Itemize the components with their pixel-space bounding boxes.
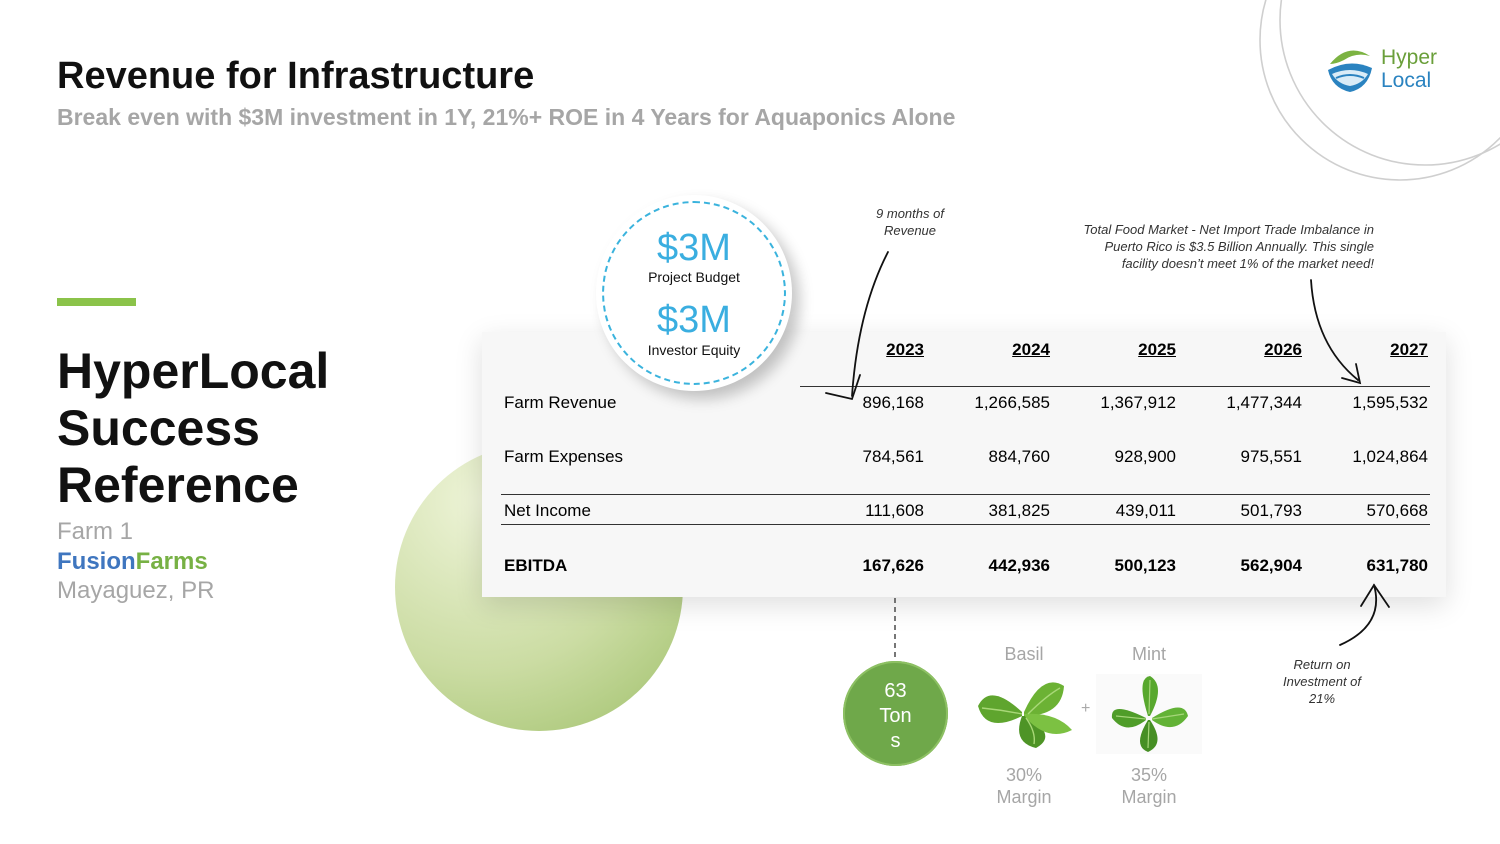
herb-name-basil: Basil (1004, 644, 1044, 664)
table-cell: 381,825 (988, 501, 1050, 520)
table-cell: 784,561 (862, 447, 924, 466)
annotation-line: Puerto Rico is $3.5 Billion Annually. Th… (1104, 239, 1374, 254)
budget-dashed-ring (602, 201, 786, 385)
project-budget-amount: $3M (657, 227, 731, 269)
annotation-line: Investment of (1282, 674, 1362, 689)
table-cell: 570,668 (1366, 501, 1428, 520)
basil-leaf-icon (978, 682, 1072, 748)
farm-label: Farm 1 (57, 518, 134, 545)
accent-bar (57, 298, 136, 306)
page-subtitle: Break even with $3M investment in 1Y, 21… (57, 104, 956, 130)
table-cell: 167,626 (862, 556, 924, 575)
investor-equity-caption: Investor Equity (647, 342, 741, 358)
section-title-line: Success (57, 400, 260, 456)
table-cell: 1,024,864 (1352, 447, 1428, 466)
production-tons-badge: 63 Ton s (843, 661, 948, 766)
annotation-line: 9 months of (876, 206, 944, 221)
mint-leaf-icon (1096, 674, 1202, 754)
annotation-months: 9 months of Revenue (850, 205, 970, 239)
table-cell: 928,900 (1114, 447, 1176, 466)
section-title: HyperLocal Success Reference (57, 343, 329, 514)
investor-equity-amount: $3M (657, 299, 731, 341)
hyperlocal-logo: Hyper Local (1326, 44, 1456, 96)
table-cell: 562,904 (1240, 556, 1302, 575)
margin-word: Margin (996, 787, 1052, 807)
tons-line: Ton (879, 705, 912, 727)
table-divider (501, 494, 1430, 495)
table-cell: 442,936 (988, 556, 1050, 575)
year-header: 2023 (886, 340, 924, 359)
herb-name-mint: Mint (1131, 644, 1166, 664)
year-header: 2025 (1138, 340, 1176, 359)
row-label: Farm Expenses (504, 447, 624, 466)
logo-mark-icon (1328, 50, 1372, 92)
margin-pct: 30% (1005, 765, 1043, 785)
table-divider (501, 524, 1430, 525)
table-divider (800, 386, 1430, 387)
logo-text-local: Local (1381, 69, 1432, 92)
section-title-line: Reference (57, 457, 299, 513)
table-cell: 884,760 (988, 447, 1050, 466)
table-cell: 111,608 (865, 501, 924, 520)
year-header: 2027 (1390, 340, 1428, 359)
table-cell: 631,780 (1366, 556, 1428, 575)
table-cell: 1,266,585 (974, 393, 1050, 412)
table-cell: 501,793 (1240, 501, 1302, 520)
farm-location: Mayaguez, PR (57, 577, 215, 604)
annotation-line: Return on (1293, 657, 1351, 672)
page-title: Revenue for Infrastructure (57, 55, 535, 97)
row-label: Net Income (504, 501, 591, 520)
table-cell: 1,595,532 (1352, 393, 1428, 412)
herb-margin-basil: 30% Margin (974, 764, 1074, 808)
annotation-line: Revenue (883, 223, 937, 238)
annotation-roi: Return on Investment of 21% (1262, 656, 1382, 707)
year-header: 2026 (1264, 340, 1302, 359)
table-cell: 439,011 (1115, 501, 1176, 520)
year-header: 2024 (1012, 340, 1050, 359)
annotation-market: Total Food Market - Net Import Trade Imb… (1010, 221, 1374, 272)
table-cell: 975,551 (1240, 447, 1302, 466)
table-cell: 500,123 (1114, 556, 1176, 575)
farm-name-fusion: Fusion (57, 548, 136, 575)
decorative-rings (1259, 0, 1500, 181)
tons-line: 63 (884, 680, 907, 702)
margin-word: Margin (1121, 787, 1177, 807)
annotation-line: facility doesn’t meet 1% of the market n… (1121, 256, 1374, 271)
margin-pct: 35% (1130, 765, 1168, 785)
project-budget-caption: Project Budget (648, 269, 740, 285)
farm-name: FusionFarms (57, 548, 208, 576)
section-title-line: HyperLocal (57, 343, 330, 399)
annotation-line: 21% (1308, 691, 1336, 706)
budget-badge: $3M Project Budget $3M Investor Equity (596, 195, 792, 391)
table-cell: 1,367,912 (1100, 393, 1176, 412)
tons-line: s (890, 730, 901, 752)
annotation-line: Total Food Market - Net Import Trade Imb… (1083, 222, 1374, 237)
table-cell: 1,477,344 (1226, 393, 1302, 412)
farm-name-farms: Farms (135, 548, 208, 575)
row-label: Farm Revenue (504, 393, 617, 412)
herb-margin-mint: 35% Margin (1099, 764, 1199, 808)
table-cell: 896,168 (862, 393, 924, 412)
plus-sign: + (1081, 700, 1091, 717)
logo-text-hyper: Hyper (1381, 46, 1438, 69)
row-label: EBITDA (504, 556, 568, 575)
